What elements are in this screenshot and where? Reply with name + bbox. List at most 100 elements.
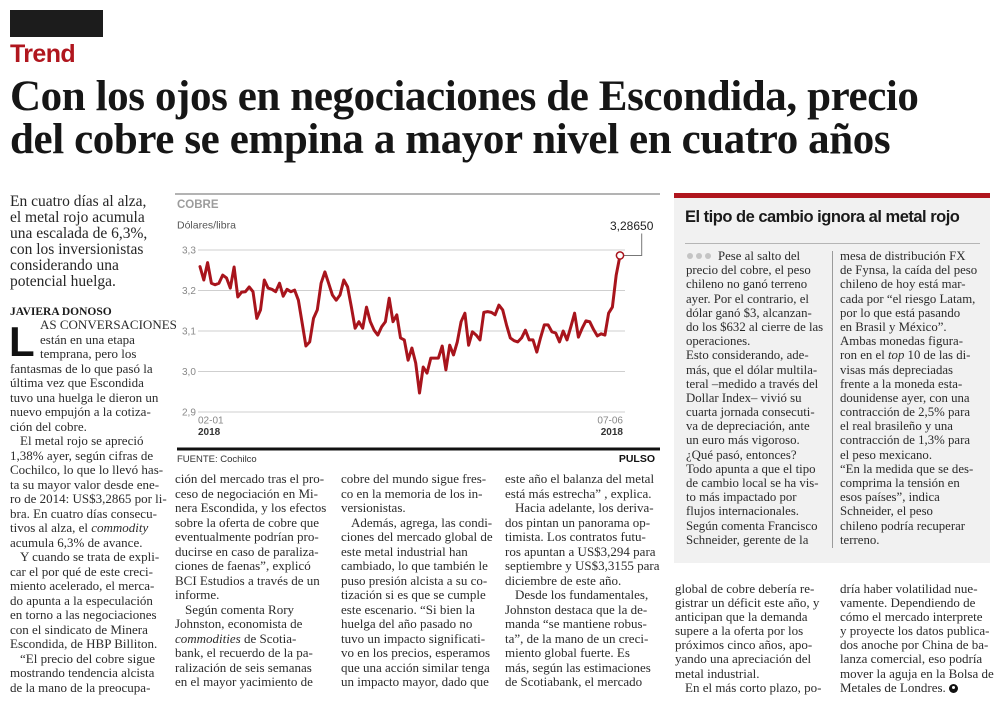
- x-tick-label-start-date: 02-01: [198, 416, 224, 427]
- text-line: bra. En cuatro días consecu-: [10, 505, 157, 521]
- three-dots-icon: [687, 253, 711, 259]
- text-line: ción del cobre.: [10, 418, 87, 434]
- text-line: ¿Qué pasó, entonces?: [686, 447, 797, 462]
- text-line: do apunta a la especulación: [10, 592, 153, 608]
- text-line: mostrando tendencia alcista: [10, 665, 155, 680]
- chart-y-axis-label: Dólares/libra: [177, 220, 236, 232]
- text-line: metal industrial.: [675, 665, 760, 681]
- text-line: En el más corto plazo, po-: [685, 679, 822, 695]
- annotation-leader-line: [624, 233, 643, 256]
- text-line: acumula 6,3% de avance.: [10, 534, 143, 550]
- text-line: esos países”, indica: [840, 490, 940, 505]
- text-line: eventualmente podrían pro-: [175, 529, 319, 544]
- paragraph: este año el balanza del metal está más es…: [505, 471, 663, 501]
- text-line: Metales de Londres.: [840, 679, 992, 695]
- text-line: Schneider, gerente de la: [686, 532, 809, 547]
- text-line: ciones de faenas”, explicó: [175, 558, 311, 573]
- text-line: están en una etapa: [40, 331, 135, 347]
- y-tick-label: 3,2: [182, 286, 196, 297]
- text-line: visas más depreciadas: [840, 362, 953, 377]
- text-segment: tivos al alza, el: [10, 520, 92, 535]
- text-line: cobre del mundo sigue fres-: [341, 471, 487, 486]
- paragraph: En cuatro días al alza, el metal rojo acu…: [10, 193, 170, 290]
- series-line-cobre: [198, 254, 622, 395]
- text-line: y proyecte los datos publica-: [840, 623, 990, 639]
- chart-svg: COBRE Dólares/libra 3,3 3,2 3,1 3,0 2,9 3,28…: [175, 193, 660, 465]
- text-line: Cochilco, lo que lo llevó has-: [10, 462, 164, 477]
- text-line: de Scotiabank, el mercado: [505, 674, 643, 689]
- text-line: 1,38% ayer, según cifras de: [10, 447, 154, 463]
- section-label: Trend: [10, 40, 76, 68]
- byline: JAVIERA DONOSO: [10, 306, 112, 318]
- text-line: comprima la tensión en: [840, 476, 960, 490]
- headline-line: Con los ojos en negociaciones de Escondi…: [10, 73, 919, 120]
- text-line: septiembre y US$3,3155 para: [505, 558, 660, 573]
- text-line: vamente. Dependiendo de: [840, 594, 976, 610]
- text-line: próximos cinco años, apo-: [675, 637, 813, 653]
- text-line: mover la aguja en la Bolsa de: [840, 665, 994, 681]
- text-segment: Metales de Londres.: [840, 679, 946, 695]
- text-line: AS CONVERSACIONES: [40, 317, 177, 332]
- paragraph: “En la medida que se des-comprima la ten…: [840, 462, 986, 547]
- sidebar-box: El tipo de cambio ignora al metal rojo P…: [674, 193, 990, 563]
- text-line: ceso de negociación en Mi-: [175, 485, 318, 501]
- text-line: chileno no ganó terreno: [686, 277, 808, 292]
- text-line: vo en los precios, esperamos: [341, 645, 491, 660]
- text-line: una escalada de 6,3%,: [10, 224, 148, 242]
- text-line: operaciones.: [686, 334, 751, 349]
- text-line: Escondida, de HBP Billiton.: [10, 636, 158, 651]
- text-line: un impacto mayor, dado que: [341, 674, 489, 689]
- x-tick-label-end-date: 07-06: [597, 416, 623, 427]
- text-line: potencial huelga.: [10, 272, 116, 290]
- sidebar-accent-bar: [674, 193, 990, 198]
- text-line: con el sindicato de Minera: [10, 621, 148, 637]
- text-line: Y cuando se trata de expli-: [20, 549, 160, 564]
- text-line: dos anoche por China de ba-: [840, 637, 989, 653]
- text-line: informe.: [175, 587, 220, 602]
- text-line: Johnston, economista de: [175, 616, 303, 631]
- text-line: Schneider, el peso: [840, 504, 933, 519]
- dot: [696, 253, 702, 259]
- text-line: contracción de 2,5% para: [840, 405, 971, 420]
- sidebar-column-2: mesa de distribución FX de Fynsa, la caíd…: [840, 249, 986, 547]
- text-line: Según comenta Francisco: [686, 518, 818, 533]
- text-line: fantasmas de lo que pasó la: [10, 360, 153, 376]
- paragraph: Ambas monedas figura-ron en el top 10 de…: [840, 334, 986, 462]
- text-line: timista. Los contratos futu-: [505, 529, 646, 544]
- text-line: este escenario. “Si bien la: [341, 601, 475, 617]
- text-line: ducirse en caso de paraliza-: [175, 543, 319, 559]
- text-line: más, que el dólar multila-: [686, 362, 818, 377]
- text-line: ta su mayor valor desde ene-: [10, 476, 160, 492]
- text-line: ron en el top 10 de las di-: [840, 348, 986, 362]
- text-line: de cambio local se ha vis-: [686, 476, 819, 490]
- y-tick-label: 3,0: [182, 367, 196, 378]
- text-line: cada por “el riesgo Latam,: [840, 291, 976, 306]
- paragraph: Y cuando se trata de expli-car el por qu…: [10, 549, 167, 652]
- dot: [705, 253, 711, 259]
- article-column-6: dría haber volatilidad nue-vamente. Depe…: [840, 581, 994, 696]
- paragraph: Desde los fundamentales, Johnston destaca…: [505, 587, 663, 690]
- text-line: Esto considerando, ade-: [686, 348, 809, 363]
- text-line: miento global fuerte. Es: [505, 645, 630, 660]
- article-column-4: este año el balanza del metal está más es…: [505, 471, 663, 690]
- text-line: do los $632 al cierre de las: [686, 319, 824, 334]
- text-line: “En la medida que se des-: [840, 461, 974, 476]
- paragraph: Hacia adelante, los deriva-dos pintan un…: [505, 500, 663, 588]
- italic-text: commodities: [175, 630, 241, 646]
- text-line: chileno podría recuperar: [840, 518, 966, 533]
- text-segment: de Scotia-: [240, 630, 297, 646]
- article-column-1: AS CONVERSACIONES están en una etapa tempr…: [10, 317, 177, 695]
- text-line: tización si es que se cumple: [341, 587, 486, 602]
- italic-text: commodity: [91, 520, 149, 535]
- paragraph: ción del mercado tras el pro-ceso de neg…: [175, 471, 332, 603]
- text-line: va de depreciación, ante: [686, 419, 810, 434]
- text-line: un euro más vigoroso.: [686, 433, 800, 448]
- text-line: cuarta jornada consecuti-: [686, 405, 815, 420]
- text-line: este metal industrial han: [341, 543, 468, 559]
- text-line: miento acelerado, el merca-: [10, 578, 155, 593]
- text-line: dounidense ayer, con una: [840, 390, 970, 405]
- paragraph: dría haber volatilidad nue-vamente. Depe…: [840, 581, 994, 696]
- text-line: ta”, de la mano de un creci-: [505, 630, 649, 646]
- deck-summary: En cuatro días al alza, el metal rojo acu…: [10, 193, 170, 290]
- italic-text: top: [887, 348, 905, 363]
